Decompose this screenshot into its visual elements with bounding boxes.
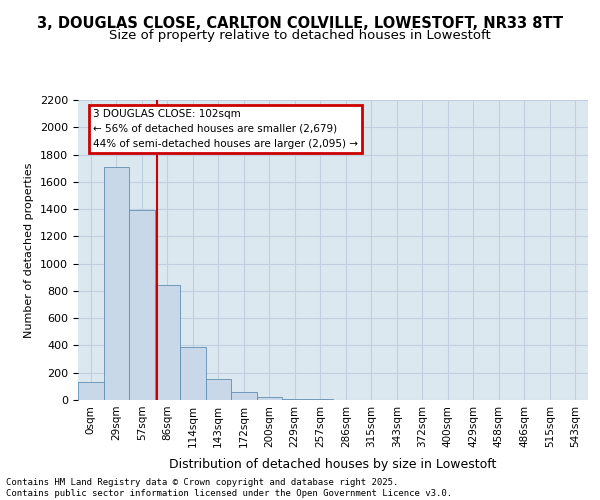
Text: Size of property relative to detached houses in Lowestoft: Size of property relative to detached ho… [109, 30, 491, 43]
Bar [257, 396, 282, 400]
Bar [231, 392, 257, 400]
Y-axis label: Number of detached properties: Number of detached properties [25, 162, 34, 338]
Bar [155, 286, 180, 400]
Text: 3, DOUGLAS CLOSE, CARLTON COLVILLE, LOWESTOFT, NR33 8TT: 3, DOUGLAS CLOSE, CARLTON COLVILLE, LOWE… [37, 16, 563, 31]
Bar [205, 379, 231, 400]
Text: 3 DOUGLAS CLOSE: 102sqm
← 56% of detached houses are smaller (2,679)
44% of semi: 3 DOUGLAS CLOSE: 102sqm ← 56% of detache… [94, 109, 358, 148]
Bar [104, 167, 129, 400]
Bar [180, 347, 205, 400]
Text: Contains HM Land Registry data © Crown copyright and database right 2025.
Contai: Contains HM Land Registry data © Crown c… [6, 478, 452, 498]
Bar [282, 398, 308, 400]
X-axis label: Distribution of detached houses by size in Lowestoft: Distribution of detached houses by size … [169, 458, 497, 471]
Bar [78, 382, 104, 400]
Bar [129, 210, 155, 400]
